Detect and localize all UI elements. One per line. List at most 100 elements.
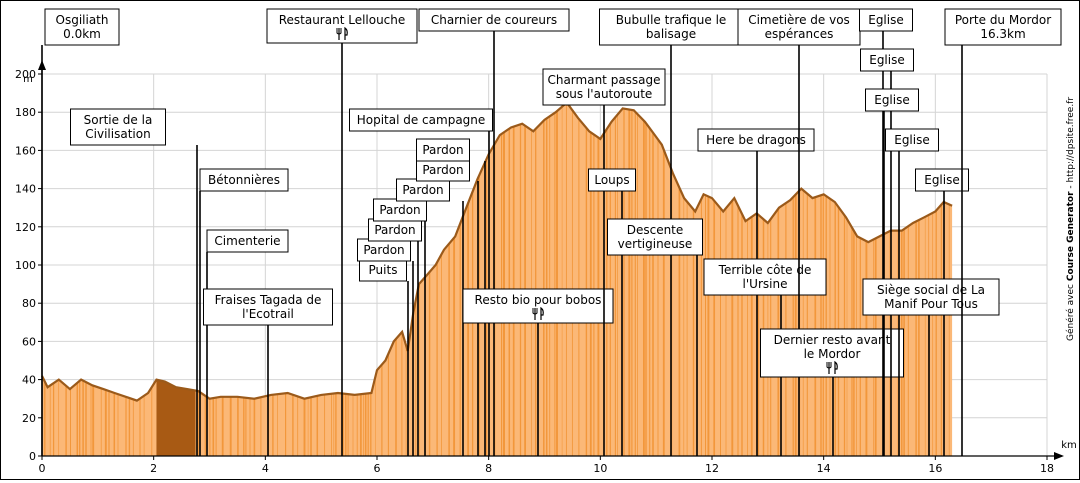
annotation: Resto bio pour bobos xyxy=(462,288,614,456)
annotation: Cimenterie xyxy=(206,229,289,456)
credit-suffix: - http://dpsite.free.fr xyxy=(1066,97,1076,192)
annotation: Puits xyxy=(359,258,409,456)
annotation-text: Eglise xyxy=(894,133,930,147)
annotation-box xyxy=(588,168,636,192)
annotation-text: Descente xyxy=(627,223,684,237)
x-axis-arrow xyxy=(1054,452,1064,460)
annotation-text: Osgiliath xyxy=(56,13,109,27)
annotation-text: Charmant passage xyxy=(547,73,660,87)
annotation-text: Pardon xyxy=(422,163,463,177)
annotation-text: Eglise xyxy=(924,173,960,187)
annotation-text: Pardon xyxy=(374,223,415,237)
annotation-text: espérances xyxy=(765,27,834,41)
x-tick-label: 18 xyxy=(1040,462,1054,475)
fork-knife-icon xyxy=(336,26,348,40)
y-tick-label: 0 xyxy=(29,450,36,463)
annotation: Restaurant Lellouche xyxy=(266,8,418,456)
annotation-box xyxy=(607,218,703,256)
annotation-text: Eglise xyxy=(868,13,904,27)
annotation-text: Civilisation xyxy=(85,127,150,141)
annotation-text: Sortie de la xyxy=(84,113,153,127)
annotation-text: l'Ursine xyxy=(743,277,788,291)
annotation-text: Puits xyxy=(369,263,398,277)
annotation-box xyxy=(416,138,470,162)
annotation-box xyxy=(542,68,666,106)
annotation-text: le Mordor xyxy=(804,347,861,361)
annotation-text: sous l'autoroute xyxy=(556,87,653,101)
fork-knife-icon xyxy=(532,306,544,320)
annotation-text: l'Ecotrail xyxy=(242,307,294,321)
annotation: Charnier de coureurs xyxy=(418,8,570,456)
annotation-text: balisage xyxy=(646,27,696,41)
x-tick-label: 12 xyxy=(705,462,719,475)
annotation: Eglise xyxy=(885,128,939,456)
y-tick-label: 100 xyxy=(15,259,36,272)
annotation-box xyxy=(865,88,919,112)
annotation: Here be dragons xyxy=(697,128,815,456)
y-tick-label: 80 xyxy=(22,297,36,310)
annotation: Pardon xyxy=(368,218,422,456)
annotation-text: Eglise xyxy=(874,93,910,107)
annotation-box xyxy=(915,168,969,192)
credit-text: Généré avec Course Generator - http://dp… xyxy=(1065,97,1076,341)
x-tick-label: 16 xyxy=(928,462,942,475)
y-tick-label: 180 xyxy=(15,106,36,119)
annotation-text: Charnier de coureurs xyxy=(431,13,557,27)
y-tick-label: 20 xyxy=(22,412,36,425)
annotation-text: Fraises Tagada de xyxy=(215,293,322,307)
y-tick-label: 160 xyxy=(15,144,36,157)
highlight-segment xyxy=(156,379,196,456)
annotation-text: Here be dragons xyxy=(706,133,806,147)
annotation-text: Porte du Mordor xyxy=(955,13,1051,27)
annotation-box xyxy=(862,278,1000,316)
annotation-box xyxy=(206,229,289,253)
annotation-box xyxy=(859,8,913,32)
x-tick-label: 0 xyxy=(39,462,46,475)
annotation-box xyxy=(199,168,289,192)
x-tick-label: 2 xyxy=(150,462,157,475)
annotation-box xyxy=(760,328,904,378)
x-tick-label: 8 xyxy=(485,462,492,475)
x-tick-label: 6 xyxy=(374,462,381,475)
annotation: Pardon xyxy=(396,178,464,456)
annotation-text: Bubulle trafique le xyxy=(616,13,727,27)
annotation-box xyxy=(462,288,614,324)
annotation-text: Pardon xyxy=(363,243,404,257)
annotation-box xyxy=(737,8,861,46)
annotation-text: Resto bio pour bobos xyxy=(475,293,602,307)
annotation: Pardon xyxy=(357,238,414,456)
annotation-box xyxy=(203,288,333,326)
annotation-text: Hopital de campagne xyxy=(357,113,486,127)
annotation-text: Pardon xyxy=(379,203,420,217)
annotation-text: Dernier resto avant xyxy=(774,333,891,347)
y-tick-label: 120 xyxy=(15,221,36,234)
annotation-text: Manif Pour Tous xyxy=(884,297,978,311)
annotation-box xyxy=(885,128,939,152)
annotation: Pardon xyxy=(373,198,427,456)
x-axis-label: km xyxy=(1061,440,1077,451)
y-tick-label: 200 xyxy=(15,68,36,81)
annotation-box xyxy=(860,48,914,72)
x-tick-label: 10 xyxy=(593,462,607,475)
annotation-text: vertigineuse xyxy=(618,237,693,251)
annotation-text: Siège social de La xyxy=(877,283,985,297)
x-tick-label: 4 xyxy=(262,462,269,475)
annotation-text: Terrible côte de xyxy=(718,263,812,277)
annotation-text: 0.0km xyxy=(63,27,101,41)
annotation-text: Restaurant Lellouche xyxy=(279,13,406,27)
elevation-fill xyxy=(42,102,953,456)
y-tick-label: 140 xyxy=(15,183,36,196)
credit-brand: Course Generator xyxy=(1066,191,1076,281)
annotation: Terrible côte del'Ursine xyxy=(703,258,827,456)
annotation-text: Pardon xyxy=(402,183,443,197)
annotation: Bétonnières xyxy=(199,168,289,456)
